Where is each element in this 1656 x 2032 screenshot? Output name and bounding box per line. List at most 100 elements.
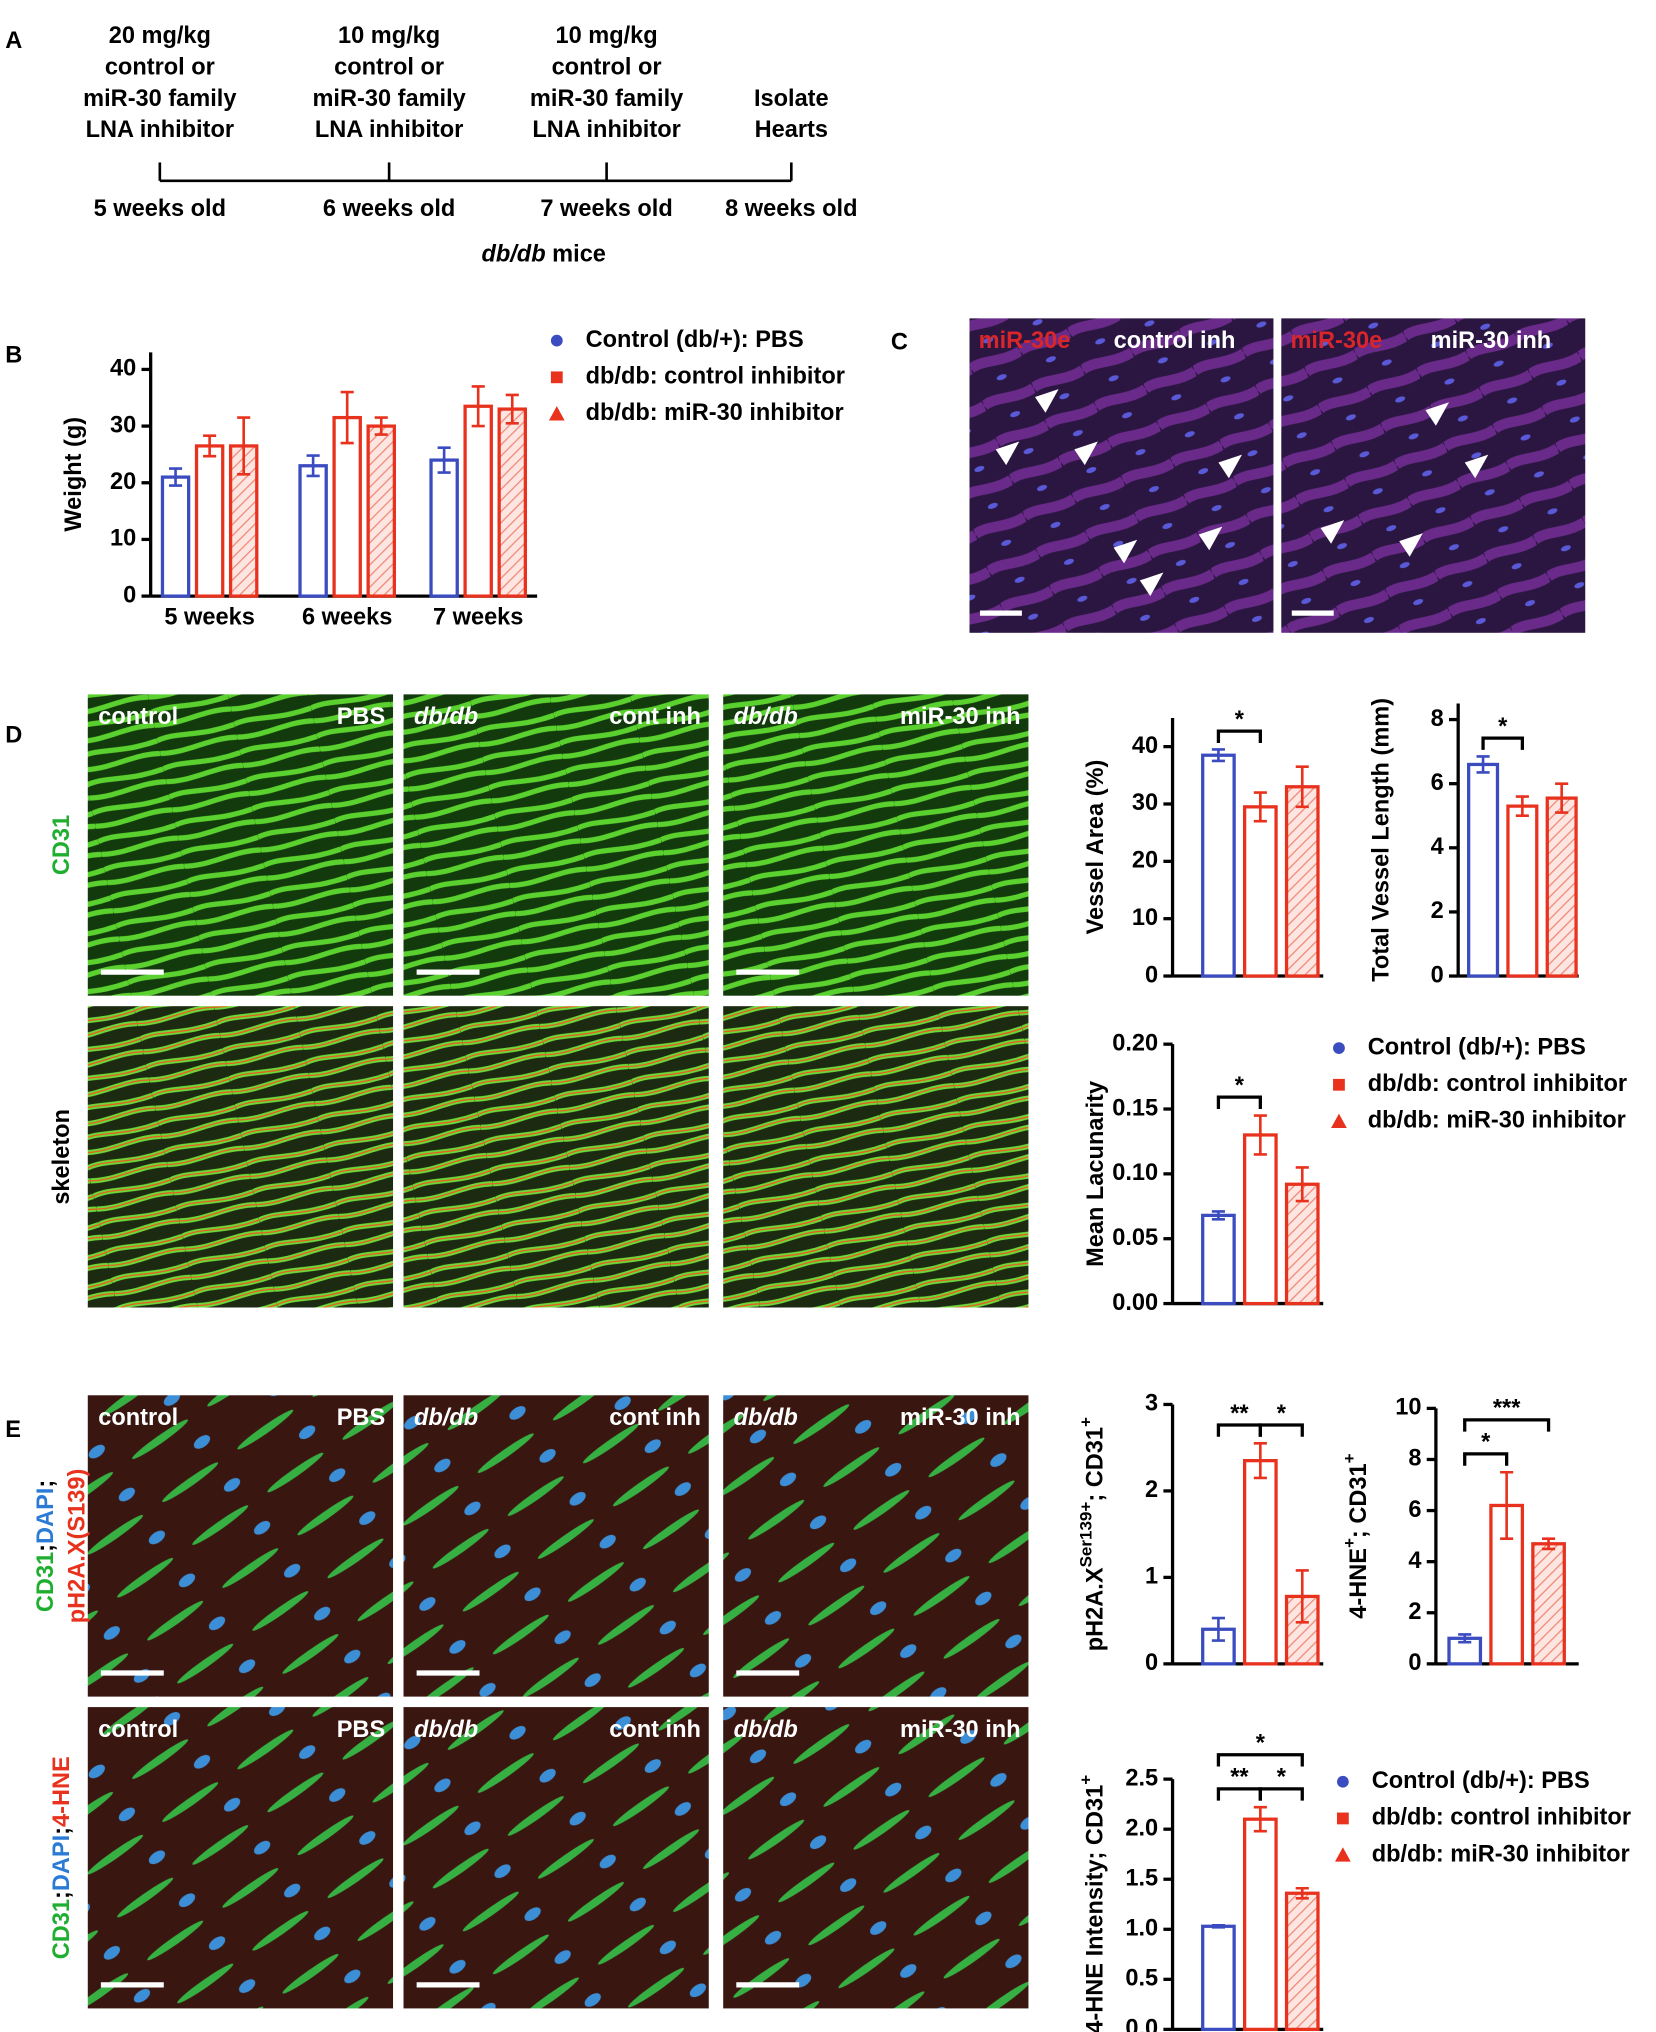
significance-bracket: [1216, 729, 1262, 743]
bar: [160, 475, 191, 598]
bar: [366, 424, 396, 598]
panel-label: B: [5, 342, 22, 368]
timeline-step: 10 mg/kg: [338, 22, 440, 48]
legend-marker: [1336, 1775, 1349, 1788]
y-tick-label: 2.5: [1125, 1764, 1158, 1790]
bar: [463, 404, 493, 598]
row-label: pH2A.X(S139): [64, 1469, 90, 1624]
panel-label: C: [891, 328, 908, 354]
significance-label: *: [1277, 1400, 1287, 1426]
micrograph: [403, 694, 709, 996]
legend-marker: [550, 334, 563, 347]
y-tick-label: 8: [1408, 1445, 1421, 1471]
legend-label: db/db: miR-30 inhibitor: [1372, 1840, 1630, 1866]
micrograph: [1281, 318, 1586, 633]
caption-text: mice: [546, 241, 606, 267]
timeline-step: 20 mg/kg: [109, 22, 211, 48]
timeline-age: 6 weeks old: [323, 195, 455, 221]
error-bar: [1295, 1886, 1309, 1900]
micrograph: [403, 1006, 709, 1308]
y-tick-label: 40: [1132, 732, 1158, 758]
y-tick-label: 10: [110, 525, 136, 551]
image-label: miR-30 inh: [1431, 327, 1552, 353]
row-label-part: ;: [32, 1544, 58, 1552]
micrograph: [723, 1707, 1029, 2009]
significance-label: *: [1481, 1429, 1491, 1455]
y-tick-label: 4: [1408, 1547, 1421, 1573]
error-bar: [1500, 1470, 1514, 1540]
y-tick-label: 2: [1145, 1476, 1158, 1502]
stain-label: miR-30e: [979, 327, 1071, 353]
y-axis-label-part: ; CD31: [1345, 1463, 1371, 1538]
legend-marker: [1333, 1078, 1345, 1091]
image-label: cont inh: [609, 1404, 701, 1430]
error-bar: [237, 416, 251, 476]
bar: [1201, 753, 1236, 978]
error-bar: [340, 390, 354, 445]
caption-italic: db/db: [481, 241, 545, 267]
timeline-age: 7 weeks old: [540, 195, 672, 221]
error-bar: [306, 454, 320, 478]
bar: [298, 464, 328, 598]
legend-marker: [1333, 1042, 1345, 1054]
timeline-step: control or: [334, 53, 444, 79]
image-label: control: [98, 1404, 178, 1430]
stain-label: miR-30e: [1290, 327, 1382, 353]
micrograph: [723, 1006, 1029, 1308]
error-bar: [1476, 755, 1490, 774]
row-label-part: DAPI: [48, 1835, 74, 1891]
row-label: CD31: [48, 815, 74, 875]
significance-bracket: [1216, 1423, 1262, 1437]
arrowhead: [1034, 389, 1059, 413]
significance-label: *: [1235, 706, 1245, 732]
row-label-part: 4-HNE: [48, 1756, 74, 1827]
y-tick-label: 20: [110, 468, 136, 494]
arrowhead: [1113, 539, 1138, 564]
timeline-step: miR-30 family: [530, 85, 683, 111]
y-axis-label-part: +: [1340, 1453, 1359, 1463]
y-tick-label: 0: [123, 581, 136, 607]
y-tick-label: 1.5: [1125, 1864, 1158, 1890]
significance-bracket: [1481, 736, 1525, 750]
y-tick-label: 0.10: [1112, 1159, 1158, 1185]
bar: [332, 415, 362, 598]
y-tick-label: 0: [1145, 961, 1158, 987]
bar: [1506, 804, 1539, 978]
bar: [1242, 805, 1278, 978]
error-bar: [1253, 791, 1267, 823]
y-axis-label-part: ; CD31: [1082, 1427, 1108, 1502]
micrograph: [87, 1707, 394, 2009]
bar: [1201, 1924, 1236, 2032]
error-bar: [1253, 1442, 1267, 1480]
image-label: PBS: [337, 1716, 385, 1742]
error-bar: [1253, 1114, 1267, 1156]
legend-marker: [548, 406, 565, 421]
y-tick-label: 20: [1132, 847, 1158, 873]
y-tick-label: 0.5: [1125, 1965, 1158, 1991]
significance-bracket: [1216, 1787, 1262, 1801]
row-label-part: pH2A.X(S139): [64, 1469, 90, 1624]
y-axis-label: Vessel Area (%): [1082, 760, 1108, 935]
timeline-step: LNA inhibitor: [315, 116, 463, 142]
timeline-step: control or: [552, 53, 662, 79]
timeline-step: miR-30 family: [312, 85, 465, 111]
panel-label: E: [5, 1416, 21, 1442]
legend-label: db/db: control inhibitor: [1368, 1070, 1627, 1096]
bar: [1284, 1891, 1320, 2032]
y-tick-label: 1: [1145, 1563, 1158, 1589]
row-label-part: DAPI: [32, 1488, 58, 1544]
image-label: control: [98, 1716, 178, 1742]
y-axis-label-part: +: [1077, 1775, 1096, 1785]
panel-label: A: [5, 27, 22, 53]
image-label: db/db: [414, 1716, 478, 1742]
error-bar: [505, 393, 519, 425]
timeline-step: miR-30 family: [83, 85, 236, 111]
error-bar: [1295, 1166, 1309, 1203]
image-label: db/db: [734, 703, 798, 729]
x-tick-label: 6 weeks: [302, 604, 392, 630]
y-axis-label-part: Ser139+: [1077, 1502, 1096, 1568]
error-bar: [471, 385, 485, 428]
error-bar: [1211, 1923, 1225, 1929]
image-label: db/db: [414, 1404, 478, 1430]
y-tick-label: 6: [1431, 769, 1444, 795]
